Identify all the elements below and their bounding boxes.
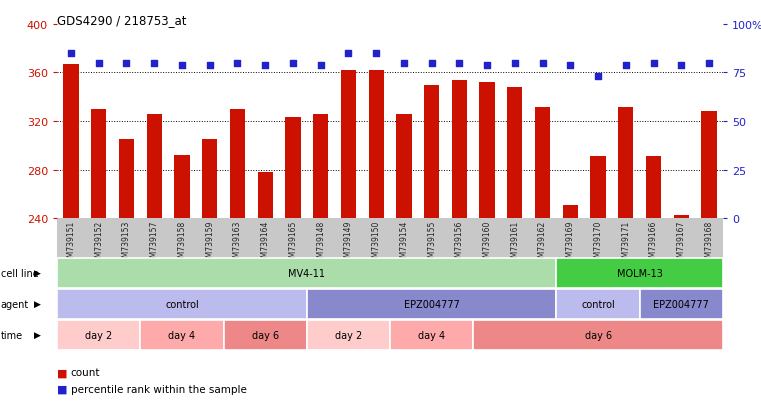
Text: EPZ004777: EPZ004777 bbox=[403, 299, 460, 309]
Point bbox=[425, 60, 438, 67]
Point bbox=[148, 60, 161, 67]
Point bbox=[537, 60, 549, 67]
Point bbox=[564, 62, 576, 69]
Bar bbox=[673, 215, 689, 219]
Bar bbox=[285, 118, 301, 219]
Point bbox=[703, 60, 715, 67]
Point bbox=[648, 60, 660, 67]
Text: day 6: day 6 bbox=[584, 330, 612, 340]
Bar bbox=[562, 206, 578, 219]
Bar bbox=[341, 71, 356, 219]
Point bbox=[619, 62, 632, 69]
Text: EPZ004777: EPZ004777 bbox=[654, 299, 709, 309]
Text: MOLM-13: MOLM-13 bbox=[616, 268, 663, 278]
Point bbox=[65, 50, 77, 57]
Text: ■: ■ bbox=[57, 384, 68, 394]
Point bbox=[342, 50, 355, 57]
Bar bbox=[535, 107, 550, 219]
Point bbox=[370, 50, 382, 57]
Bar bbox=[230, 110, 245, 219]
Text: control: control bbox=[581, 299, 615, 309]
Point bbox=[509, 60, 521, 67]
Text: time: time bbox=[1, 330, 23, 340]
Bar bbox=[508, 88, 523, 219]
Point bbox=[314, 62, 326, 69]
Bar bbox=[368, 71, 384, 219]
Text: day 2: day 2 bbox=[335, 330, 362, 340]
Text: day 4: day 4 bbox=[168, 330, 196, 340]
Point bbox=[93, 60, 105, 67]
Text: ▶: ▶ bbox=[33, 268, 40, 278]
Bar bbox=[702, 112, 717, 219]
Bar bbox=[63, 65, 78, 219]
Bar bbox=[174, 156, 189, 219]
Point bbox=[259, 62, 271, 69]
Point bbox=[120, 60, 132, 67]
Text: day 6: day 6 bbox=[252, 330, 279, 340]
Point bbox=[204, 62, 216, 69]
Bar bbox=[313, 114, 328, 219]
Text: control: control bbox=[165, 299, 199, 309]
Bar bbox=[119, 140, 134, 219]
Bar bbox=[479, 83, 495, 219]
Point bbox=[231, 60, 244, 67]
Text: GDS4290 / 218753_at: GDS4290 / 218753_at bbox=[57, 14, 186, 27]
Point bbox=[176, 62, 188, 69]
Bar bbox=[147, 114, 162, 219]
Point bbox=[398, 60, 410, 67]
Bar bbox=[591, 157, 606, 219]
Point bbox=[675, 62, 687, 69]
Bar bbox=[202, 140, 218, 219]
Point bbox=[481, 62, 493, 69]
Text: day 2: day 2 bbox=[85, 330, 113, 340]
Bar bbox=[646, 157, 661, 219]
Text: agent: agent bbox=[1, 299, 29, 309]
Point bbox=[454, 60, 466, 67]
Bar bbox=[452, 81, 467, 219]
Text: percentile rank within the sample: percentile rank within the sample bbox=[71, 384, 247, 394]
Bar bbox=[257, 173, 272, 219]
Text: cell line: cell line bbox=[1, 268, 39, 278]
Point bbox=[592, 74, 604, 81]
Bar bbox=[424, 85, 439, 219]
Bar bbox=[618, 107, 633, 219]
Text: day 4: day 4 bbox=[418, 330, 445, 340]
Text: MV4-11: MV4-11 bbox=[288, 268, 325, 278]
Text: ▶: ▶ bbox=[33, 330, 40, 339]
Bar bbox=[396, 114, 412, 219]
Point bbox=[287, 60, 299, 67]
Bar bbox=[91, 110, 107, 219]
Text: ■: ■ bbox=[57, 368, 68, 377]
Text: ▶: ▶ bbox=[33, 299, 40, 309]
Text: count: count bbox=[71, 368, 100, 377]
